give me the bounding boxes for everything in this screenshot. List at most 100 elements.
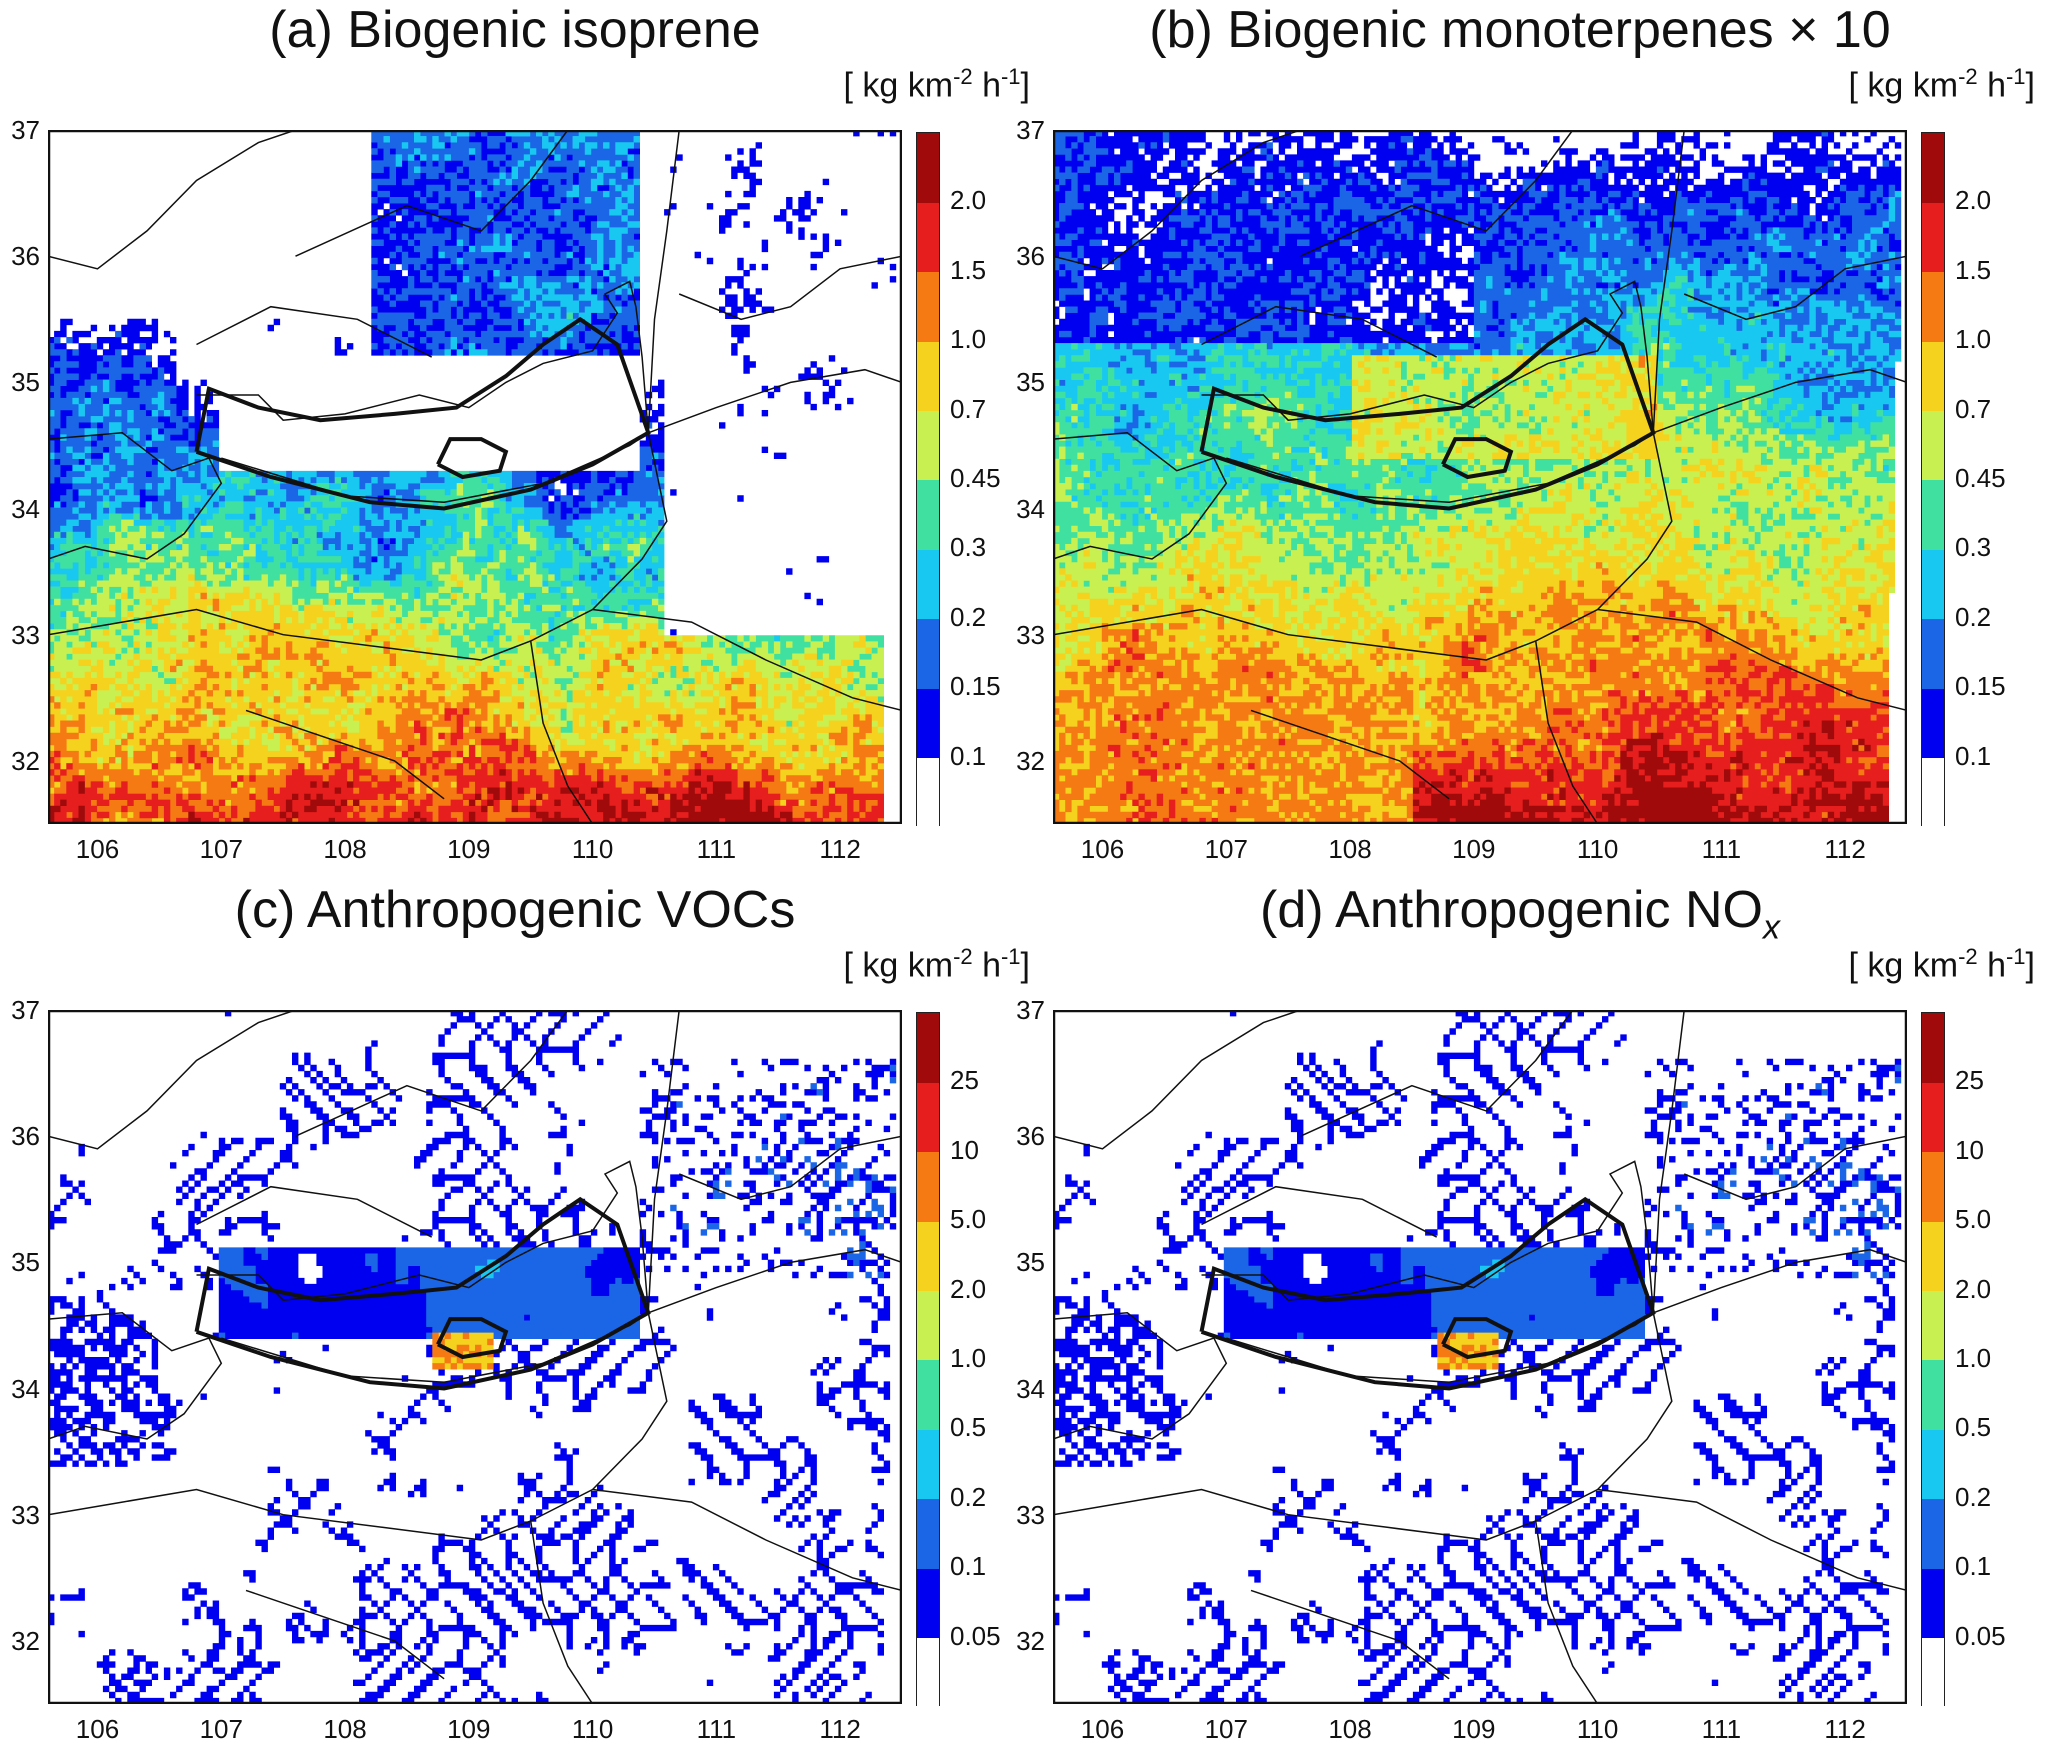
province-boundary: [48, 1312, 223, 1440]
map-canvas: [48, 1010, 902, 1704]
colorbar-segment: [917, 1221, 939, 1292]
colorbar-segment: [1922, 271, 1944, 342]
colorbar-segment: [917, 1013, 939, 1083]
colorbar-label: 0.2: [950, 601, 987, 632]
colorbar-label: 2.0: [1955, 1273, 1992, 1304]
map-canvas: [1053, 130, 1907, 824]
panel-title: (c) Anthropogenic VOCs: [234, 881, 796, 939]
colorbar-label: 0.1: [950, 1551, 987, 1582]
province-boundary: [48, 432, 223, 560]
emission-level-4: [48, 312, 884, 733]
longitude-tick-label: 111: [1701, 834, 1742, 864]
emission-level-6: [1053, 355, 1896, 824]
colorbar: [916, 1012, 940, 1708]
colorbar-segment: [1922, 202, 1944, 273]
xian-boundary: [436, 1317, 509, 1360]
emission-level-1: [48, 130, 897, 636]
colorbar-segment: [917, 341, 939, 412]
emission-level-8: [1107, 610, 1889, 824]
longitude-tick-label: 111: [696, 834, 737, 864]
province-boundary: [196, 1185, 433, 1238]
emission-map: [1053, 130, 1907, 824]
colorbar-label: 10: [1955, 1134, 1984, 1165]
colorbar-label: 0.15: [950, 671, 1001, 702]
colorbar-segment: [917, 1637, 939, 1708]
colorbar-segment: [1922, 410, 1944, 481]
latitude-tick-label: 33: [11, 619, 40, 650]
colorbar-label: 0.5: [1955, 1412, 1992, 1443]
longitude-tick-label: 111: [696, 1714, 737, 1744]
province-boundary: [48, 1010, 296, 1150]
emission-level-5: [48, 483, 884, 770]
province-boundary: [1201, 1185, 1438, 1238]
province-boundary: [48, 130, 296, 270]
province-boundary: [1053, 1010, 1301, 1150]
province-boundary: [648, 368, 902, 434]
colorbar-label: 5.0: [950, 1204, 987, 1235]
longitude-tick-label: 109: [1452, 834, 1496, 864]
map-canvas: [48, 130, 902, 824]
province-boundary: [1053, 432, 1673, 661]
province-boundary: [48, 1312, 668, 1541]
emission-map: [48, 130, 902, 824]
province-boundary: [1683, 255, 1907, 321]
colorbar-segment: [1922, 1290, 1944, 1361]
longitude-tick-label: 108: [323, 834, 367, 864]
colorbar-label: 0.3: [1955, 532, 1992, 563]
guanzhong-basin-boundary: [194, 1196, 651, 1391]
colorbar-unit: [ kg km-2 h-1]: [1848, 944, 2035, 985]
province-boundary: [1300, 1010, 1574, 1137]
longitude-tick-label: 110: [571, 1714, 614, 1744]
colorbar-segment: [917, 1082, 939, 1153]
colorbar-segment: [917, 1290, 939, 1361]
latitude-tick-label: 34: [11, 1373, 40, 1404]
guanzhong-basin-boundary: [1199, 316, 1656, 511]
colorbar-segment: [917, 688, 939, 759]
latitude-tick-label: 32: [11, 1625, 40, 1656]
province-boundary: [1652, 130, 1685, 433]
panel-title: (b) Biogenic monoterpenes × 10: [1149, 1, 1891, 59]
longitude-tick-label: 112: [1824, 1714, 1866, 1744]
colorbar-label: 0.45: [950, 463, 1001, 493]
colorbar-label: 2.0: [950, 1273, 987, 1304]
province-boundary: [1053, 130, 1301, 270]
longitude-tick-label: 112: [819, 1714, 861, 1744]
longitude-tick-label: 106: [75, 1714, 120, 1744]
colorbar-label: 1.0: [950, 1343, 987, 1373]
longitude-tick-label: 106: [1080, 834, 1125, 864]
colorbar-label: 0.05: [950, 1620, 1001, 1651]
colorbar: [916, 132, 940, 828]
colorbar-label: 0.15: [1955, 671, 2006, 702]
panel-title: (a) Biogenic isoprene: [269, 1, 761, 59]
colorbar-label: 25: [950, 1065, 979, 1096]
longitude-tick-label: 107: [199, 834, 243, 864]
colorbar-segment: [1922, 1013, 1944, 1083]
longitude-tick-label: 107: [1204, 1714, 1248, 1744]
longitude-tick-label: 108: [1328, 834, 1372, 864]
latitude-tick-label: 32: [11, 745, 40, 776]
guanzhong-basin-boundary: [1199, 1196, 1656, 1391]
colorbar-segment: [1922, 480, 1944, 550]
colorbar-label: 0.05: [1955, 1620, 2006, 1651]
colorbar-label: 2.0: [1955, 185, 1992, 216]
colorbar: [1921, 132, 1945, 828]
longitude-tick-label: 110: [1576, 1714, 1619, 1744]
emission-level-2: [48, 130, 665, 581]
colorbar-label: 0.7: [1955, 393, 1992, 424]
province-boundary: [1250, 1589, 1450, 1680]
latitude-tick-label: 33: [11, 1499, 40, 1530]
province-boundary: [529, 640, 594, 824]
latitude-tick-label: 36: [1016, 1121, 1045, 1152]
emission-level-2: [1223, 1064, 1902, 1339]
colorbar-label: 2.0: [950, 185, 987, 216]
colorbar-label: 0.7: [950, 393, 987, 424]
emission-level-9: [1412, 720, 1889, 824]
colorbar-segment: [1922, 757, 1944, 828]
colorbar-segment: [917, 410, 939, 481]
emission-level-6: [48, 574, 884, 824]
panel-title: (d) Anthropogenic NOx: [1260, 881, 1780, 947]
longitude-tick-label: 108: [1328, 1714, 1372, 1744]
panel-b: (b) Biogenic monoterpenes × 10 [ kg km-2…: [1005, 0, 2035, 870]
colorbar-label: 10: [950, 1134, 979, 1165]
province-boundary: [678, 1135, 902, 1201]
